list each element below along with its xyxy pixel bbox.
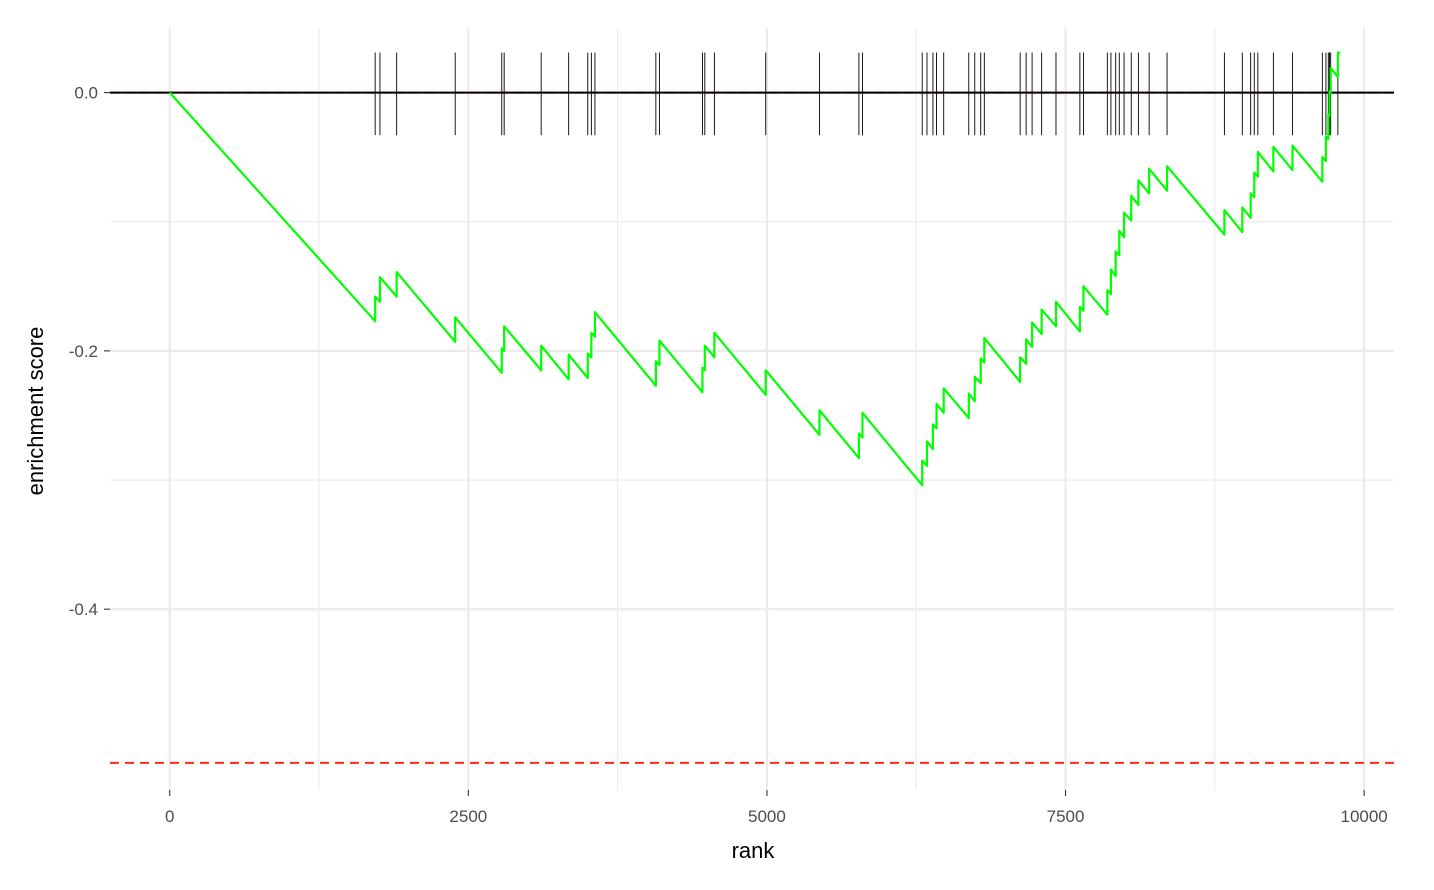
- enrichment-series-line: [168, 51, 1341, 487]
- x-axis-ticks: 0 2500 5000 7500 10000: [165, 790, 1388, 826]
- grid-lines: [110, 28, 1394, 790]
- y-axis-ticks: 0.0 -0.2 -0.4: [69, 84, 110, 619]
- x-tick-label: 10000: [1340, 807, 1387, 826]
- y-tick-label: -0.2: [69, 342, 98, 361]
- hit-rug: [374, 52, 1339, 136]
- x-axis-title: rank: [732, 838, 776, 863]
- running-enrichment-curve: [168, 51, 1341, 487]
- y-tick-label: -0.4: [69, 600, 98, 619]
- x-tick-label: 7500: [1047, 807, 1085, 826]
- y-axis-title: enrichment score: [23, 327, 48, 496]
- x-tick-label: 2500: [449, 807, 487, 826]
- x-tick-label: 0: [165, 807, 174, 826]
- y-tick-label: 0.0: [74, 84, 98, 103]
- x-tick-label: 5000: [748, 807, 786, 826]
- reference-lines: [110, 91, 1394, 764]
